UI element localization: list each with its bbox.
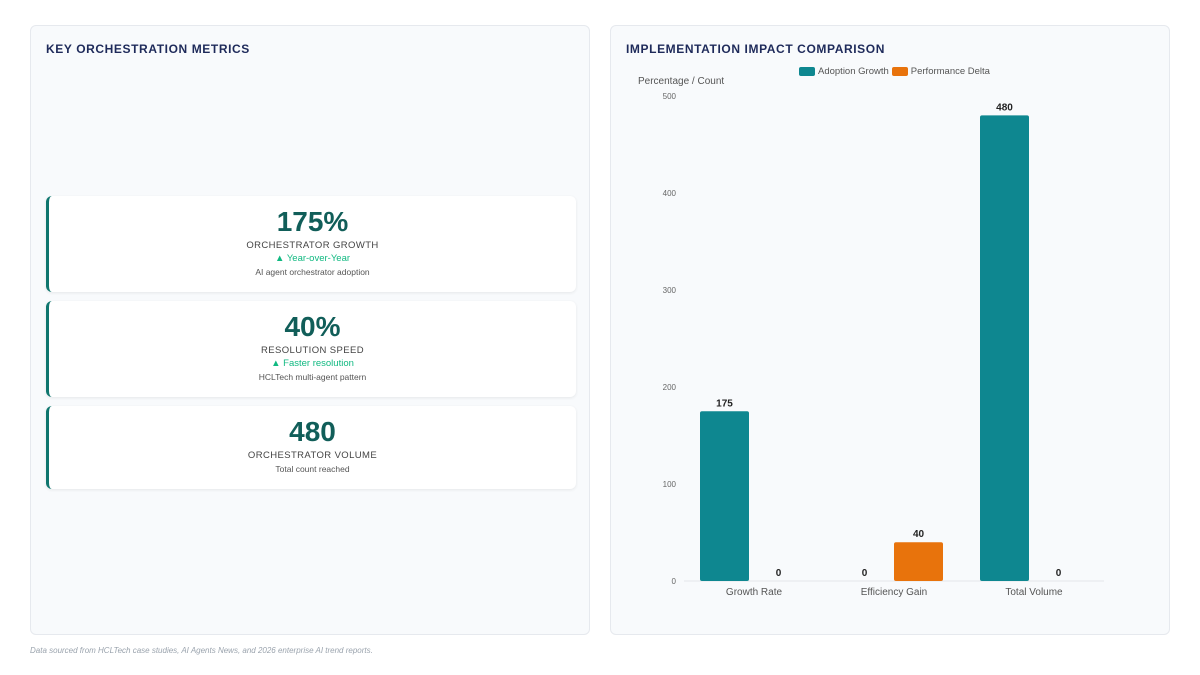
y-tick-label: 200 [663,383,677,392]
y-tick-label: 300 [663,286,677,295]
metrics-panel: KEY ORCHESTRATION METRICS 175% ORCHESTRA… [30,25,590,635]
y-tick-label: 100 [663,480,677,489]
legend-label: Adoption Growth [818,66,889,77]
metric-description: AI agent orchestrator adoption [255,267,370,277]
bar-data-label: 175 [716,398,733,409]
y-tick-label: 0 [672,577,677,586]
metric-value: 480 [289,416,336,447]
metric-label: ORCHESTRATOR GROWTH [246,240,379,251]
y-tick-label: 500 [663,92,677,101]
bar-adoption-growth [700,411,749,581]
legend-swatch [891,67,908,76]
y-tick-label: 400 [663,189,677,198]
legend-item-performance: Performance Delta [891,66,990,77]
metric-description: HCLTech multi-agent pattern [258,372,367,382]
x-tick-label: Growth Rate [726,587,783,598]
legend-label: Performance Delta [910,66,990,77]
x-tick-label: Efficiency Gain [861,587,928,598]
y-axis-label: Percentage / Count [638,76,725,87]
bar-data-label: 40 [913,529,925,540]
bar-data-label: 0 [1056,568,1062,579]
x-tick-label: Total Volume [1005,587,1063,598]
bar-data-label: 0 [862,568,868,579]
source-footnote: Data sourced from HCLTech case studies, … [30,646,373,655]
bar-data-label: 0 [776,568,782,579]
metric-description: Total count reached [275,464,350,474]
metric-trend: ▲ Faster resolution [271,358,354,369]
metric-trend: ▲ Year-over-Year [274,253,351,264]
chart-legend: Adoption Growth Performance Delta [799,66,993,77]
metric-card-volume: 480 ORCHESTRATOR VOLUME Total count reac… [46,406,576,489]
metric-value: 40% [284,311,341,342]
metric-card-growth: 175% ORCHESTRATOR GROWTH ▲ Year-over-Yea… [46,196,576,292]
legend-swatch [799,67,815,76]
metrics-panel-title: KEY ORCHESTRATION METRICS [46,42,250,56]
metric-label: ORCHESTRATOR VOLUME [247,450,378,461]
metric-card-speed: 40% RESOLUTION SPEED ▲ Faster resolution… [46,301,576,397]
chart-panel: IMPLEMENTATION IMPACT COMPARISON Adoptio… [610,25,1170,635]
bar-performance-delta [894,542,943,581]
metric-value: 175% [276,206,349,237]
chart-panel-title: IMPLEMENTATION IMPACT COMPARISON [626,42,885,56]
bar-adoption-growth [980,115,1029,582]
bar-data-label: 480 [996,102,1013,113]
metric-label: RESOLUTION SPEED [260,345,364,356]
legend-item-adoption: Adoption Growth [799,66,889,77]
